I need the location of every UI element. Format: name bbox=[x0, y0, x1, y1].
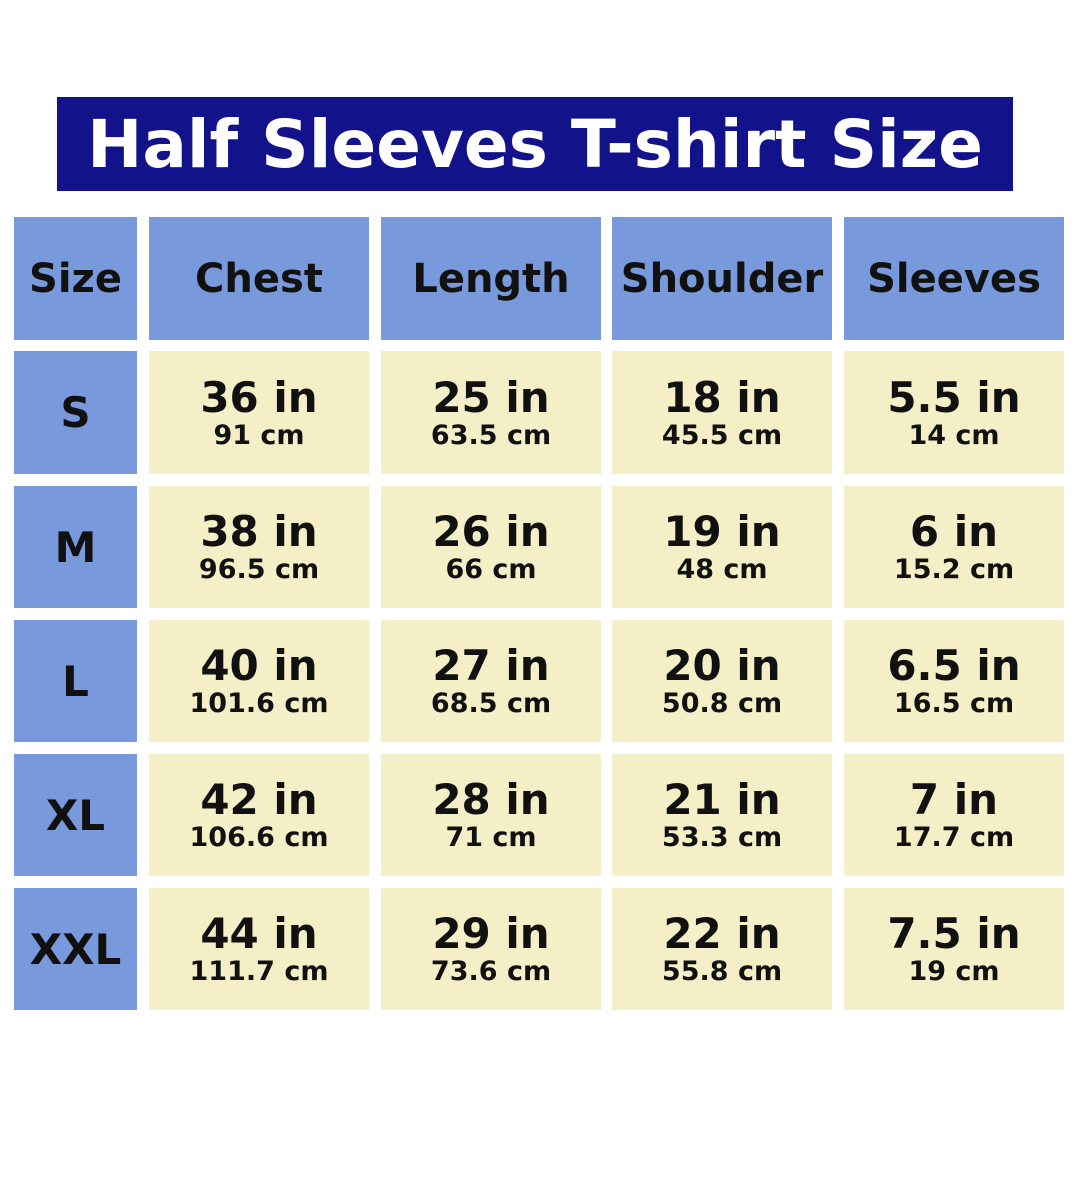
inches-value: 6.5 in bbox=[887, 641, 1021, 690]
measurement-cell: 29 in 73.6 cm bbox=[381, 888, 601, 1010]
measurement-cell: 7 in 17.7 cm bbox=[844, 754, 1064, 876]
inches-value: 20 in bbox=[663, 641, 781, 690]
measurement-cell: 25 in 63.5 cm bbox=[381, 351, 601, 474]
cm-value: 101.6 cm bbox=[189, 688, 329, 719]
cm-value: 68.5 cm bbox=[430, 688, 552, 719]
inches-value: 38 in bbox=[200, 507, 318, 556]
measurement-cell: 5.5 in 14 cm bbox=[844, 351, 1064, 474]
header-sleeves: Sleeves bbox=[844, 217, 1064, 340]
inches-value: 5.5 in bbox=[887, 372, 1021, 422]
inches-value: 40 in bbox=[200, 641, 318, 690]
cm-value: 63.5 cm bbox=[430, 419, 552, 451]
cm-value: 73.6 cm bbox=[430, 956, 552, 987]
inches-value: 6 in bbox=[909, 507, 999, 556]
inches-value: 36 in bbox=[200, 372, 318, 422]
measurement-cell: 21 in 53.3 cm bbox=[612, 754, 832, 876]
cm-value: 111.7 cm bbox=[189, 956, 329, 987]
cm-value: 53.3 cm bbox=[661, 822, 783, 853]
measurement-cell: 19 in 48 cm bbox=[612, 486, 832, 608]
inches-value: 42 in bbox=[200, 775, 318, 824]
header-length: Length bbox=[381, 217, 601, 340]
cm-value: 14 cm bbox=[908, 419, 1000, 451]
inches-value: 19 in bbox=[663, 507, 781, 556]
inches-value: 44 in bbox=[200, 909, 318, 958]
cm-value: 19 cm bbox=[908, 956, 1000, 987]
cm-value: 91 cm bbox=[213, 419, 305, 451]
inches-value: 27 in bbox=[432, 641, 550, 690]
measurement-cell: 28 in 71 cm bbox=[381, 754, 601, 876]
cm-value: 66 cm bbox=[445, 554, 537, 585]
cm-value: 50.8 cm bbox=[661, 688, 783, 719]
cm-value: 15.2 cm bbox=[893, 554, 1015, 585]
inches-value: 29 in bbox=[432, 909, 550, 958]
cm-value: 17.7 cm bbox=[893, 822, 1015, 853]
cm-value: 16.5 cm bbox=[893, 688, 1015, 719]
measurement-cell: 40 in 101.6 cm bbox=[149, 620, 369, 742]
inches-value: 18 in bbox=[663, 372, 781, 422]
size-label: S bbox=[14, 351, 137, 474]
size-label: XXL bbox=[14, 888, 137, 1010]
cm-value: 48 cm bbox=[676, 554, 768, 585]
size-label: L bbox=[14, 620, 137, 742]
measurement-cell: 22 in 55.8 cm bbox=[612, 888, 832, 1010]
header-shoulder: Shoulder bbox=[612, 217, 832, 340]
measurement-cell: 7.5 in 19 cm bbox=[844, 888, 1064, 1010]
cm-value: 96.5 cm bbox=[198, 554, 320, 585]
cm-value: 106.6 cm bbox=[189, 822, 329, 853]
header-size: Size bbox=[14, 217, 137, 340]
inches-value: 25 in bbox=[432, 372, 550, 422]
page-title: Half Sleeves T-shirt Size bbox=[57, 97, 1013, 191]
measurement-cell: 20 in 50.8 cm bbox=[612, 620, 832, 742]
inches-value: 26 in bbox=[432, 507, 550, 556]
cm-value: 45.5 cm bbox=[661, 419, 783, 451]
measurement-cell: 26 in 66 cm bbox=[381, 486, 601, 608]
inches-value: 7.5 in bbox=[887, 909, 1021, 958]
measurement-cell: 6.5 in 16.5 cm bbox=[844, 620, 1064, 742]
measurement-cell: 27 in 68.5 cm bbox=[381, 620, 601, 742]
measurement-cell: 36 in 91 cm bbox=[149, 351, 369, 474]
measurement-cell: 44 in 111.7 cm bbox=[149, 888, 369, 1010]
inches-value: 22 in bbox=[663, 909, 781, 958]
measurement-cell: 18 in 45.5 cm bbox=[612, 351, 832, 474]
inches-value: 28 in bbox=[432, 775, 550, 824]
measurement-cell: 6 in 15.2 cm bbox=[844, 486, 1064, 608]
inches-value: 21 in bbox=[663, 775, 781, 824]
size-label: XL bbox=[14, 754, 137, 876]
measurement-cell: 42 in 106.6 cm bbox=[149, 754, 369, 876]
size-label: M bbox=[14, 486, 137, 608]
cm-value: 55.8 cm bbox=[661, 956, 783, 987]
cm-value: 71 cm bbox=[445, 822, 537, 853]
header-chest: Chest bbox=[149, 217, 369, 340]
measurement-cell: 38 in 96.5 cm bbox=[149, 486, 369, 608]
inches-value: 7 in bbox=[909, 775, 999, 824]
